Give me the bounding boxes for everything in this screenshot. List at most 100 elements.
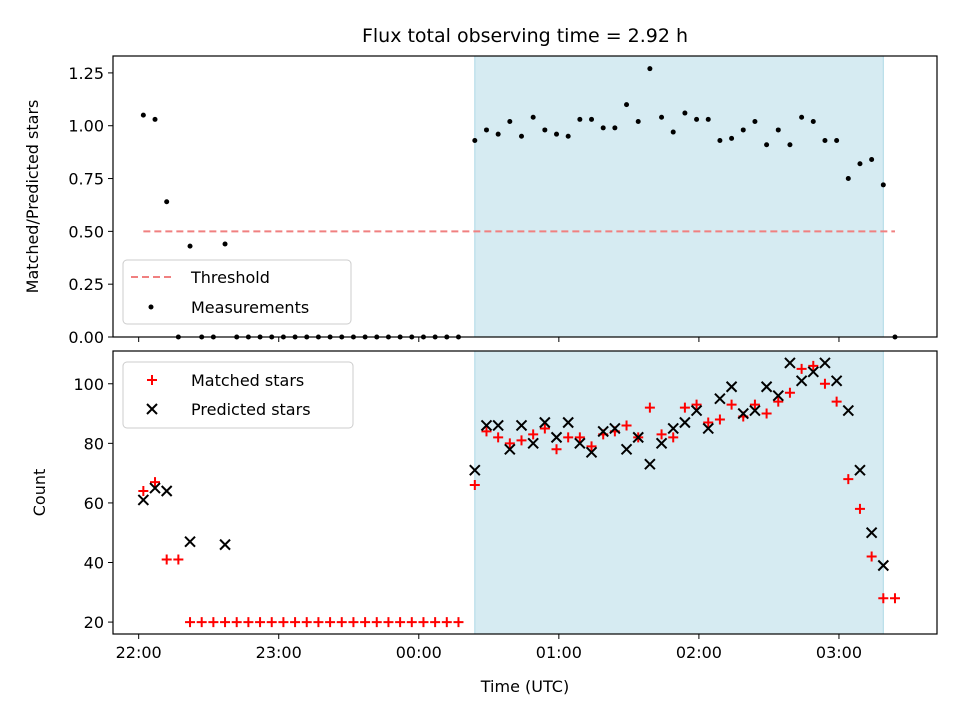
matched-star-point	[784, 387, 795, 398]
matched-star-point	[243, 617, 254, 628]
measurement-point	[565, 133, 571, 139]
matched-star-point	[481, 426, 492, 437]
matched-star-point	[668, 432, 679, 443]
measurement-point	[787, 142, 793, 148]
predicted-star-point	[644, 458, 656, 470]
measurement-point	[222, 241, 228, 247]
top-subplot: 0.00 0.25 0.50 0.75 1.00 1.25 Flux total obse…	[23, 25, 938, 347]
legend-matched-swatch	[147, 375, 157, 385]
bottom-legend: Matched stars Predicted stars	[122, 361, 354, 429]
bottom-x-ticks: 22:00 23:00 00:00 01:00 02:00 03:00	[116, 634, 862, 662]
measurement-point	[589, 116, 595, 122]
predicted-star-point	[760, 381, 773, 393]
measurement-point	[600, 125, 606, 131]
predicted-star-point	[679, 416, 691, 429]
matched-star-point	[406, 617, 417, 628]
predicted-star-point	[807, 366, 819, 378]
legend-measurements-label: Measurements	[191, 298, 309, 317]
predicted-star-point	[149, 482, 161, 494]
matched-star-point	[266, 617, 277, 628]
measurement-point	[845, 176, 851, 182]
matched-star-point	[621, 420, 632, 431]
x-tick-label: 01:00	[536, 643, 582, 662]
predicted-star-point	[480, 419, 493, 432]
top-legend: Threshold Measurements	[122, 259, 352, 325]
y-tick-label: 1.25	[68, 64, 104, 83]
matched-star-point	[453, 617, 464, 628]
legend-x-marker	[146, 403, 158, 415]
predicted-star-point	[725, 381, 738, 393]
measurement-point	[752, 118, 758, 124]
predicted-star-point	[632, 431, 644, 444]
measurement-point	[647, 66, 653, 72]
predicted-star-point	[137, 494, 150, 506]
y-tick-label: 0.50	[68, 222, 104, 241]
measurement-point	[518, 133, 524, 139]
matched-star-point	[878, 593, 889, 604]
matched-star-point	[528, 429, 539, 440]
top-y-axis-label: Matched/Predicted stars	[23, 100, 42, 294]
matched-star-point	[656, 429, 667, 440]
top-observing-span	[474, 55, 884, 338]
x-tick-label: 02:00	[676, 643, 722, 662]
legend-matched-label: Matched stars	[191, 371, 304, 390]
legend-predicted-label: Predicted stars	[191, 400, 311, 419]
x-axis-label: Time (UTC)	[480, 677, 569, 696]
matched-star-point	[231, 617, 242, 628]
matched-star-point	[679, 402, 690, 413]
matched-star-point	[138, 486, 149, 497]
matched-star-point	[843, 474, 854, 485]
matched-star-point	[761, 408, 772, 419]
measurement-point	[799, 114, 805, 120]
predicted-star-point	[504, 443, 516, 456]
measurement-point	[869, 157, 875, 163]
top-y-ticks: 0.00 0.25 0.50 0.75 1.00 1.25	[68, 64, 113, 347]
legend-predicted-swatch	[146, 403, 158, 415]
legend-plus-marker	[147, 375, 157, 385]
bottom-axes-frame	[112, 350, 938, 635]
measurement-point	[164, 199, 170, 205]
x-tick-label: 23:00	[256, 643, 302, 662]
matched-star-point	[441, 617, 452, 628]
matched-star-point	[430, 617, 441, 628]
measurement-point	[775, 127, 781, 133]
matched-star-point	[539, 423, 550, 434]
measurement-point	[810, 118, 816, 124]
bottom-y-ticks: 20 40 60 80 100	[73, 375, 113, 632]
matched-star-point	[196, 617, 207, 628]
predicted-star-point	[527, 437, 539, 450]
measurement-point	[857, 161, 863, 167]
bottom-subplot: 20 40 60 80 100 22:00 23:00 00:00 01:00 02:00 03:…	[30, 350, 938, 696]
predicted-star-point	[854, 464, 866, 476]
measurement-point	[694, 116, 700, 122]
predicted-star-point	[784, 357, 796, 369]
measurement-point	[740, 127, 746, 133]
predicted-star-point	[690, 404, 703, 417]
measurement-point	[152, 116, 158, 122]
predicted-star-point	[160, 485, 173, 497]
predicted-star-point	[515, 419, 528, 432]
matched-star-point	[551, 444, 562, 455]
measurement-point	[717, 138, 723, 144]
measurement-point	[682, 110, 688, 116]
matched-star-point	[796, 363, 807, 374]
measurement-point	[624, 102, 630, 108]
predicted-star-point	[585, 446, 598, 458]
matched-star-point	[255, 617, 266, 628]
predicted-star-point	[795, 375, 808, 387]
predicted-star-point	[830, 375, 843, 387]
matched-star-point	[371, 617, 382, 628]
matched-star-point	[714, 414, 725, 425]
matched-star-point	[395, 617, 406, 628]
measurement-point	[822, 138, 828, 144]
predicted-star-point	[842, 404, 855, 417]
measurement-point	[670, 129, 676, 135]
y-tick-label: 80	[84, 434, 104, 453]
y-tick-label: 0.75	[68, 170, 104, 189]
measurement-point	[729, 135, 735, 141]
predicted-star-point	[620, 443, 633, 456]
measurement-point	[612, 125, 618, 131]
matched-star-point	[348, 617, 359, 628]
y-tick-label: 60	[84, 494, 104, 513]
measurement-point	[507, 118, 513, 124]
